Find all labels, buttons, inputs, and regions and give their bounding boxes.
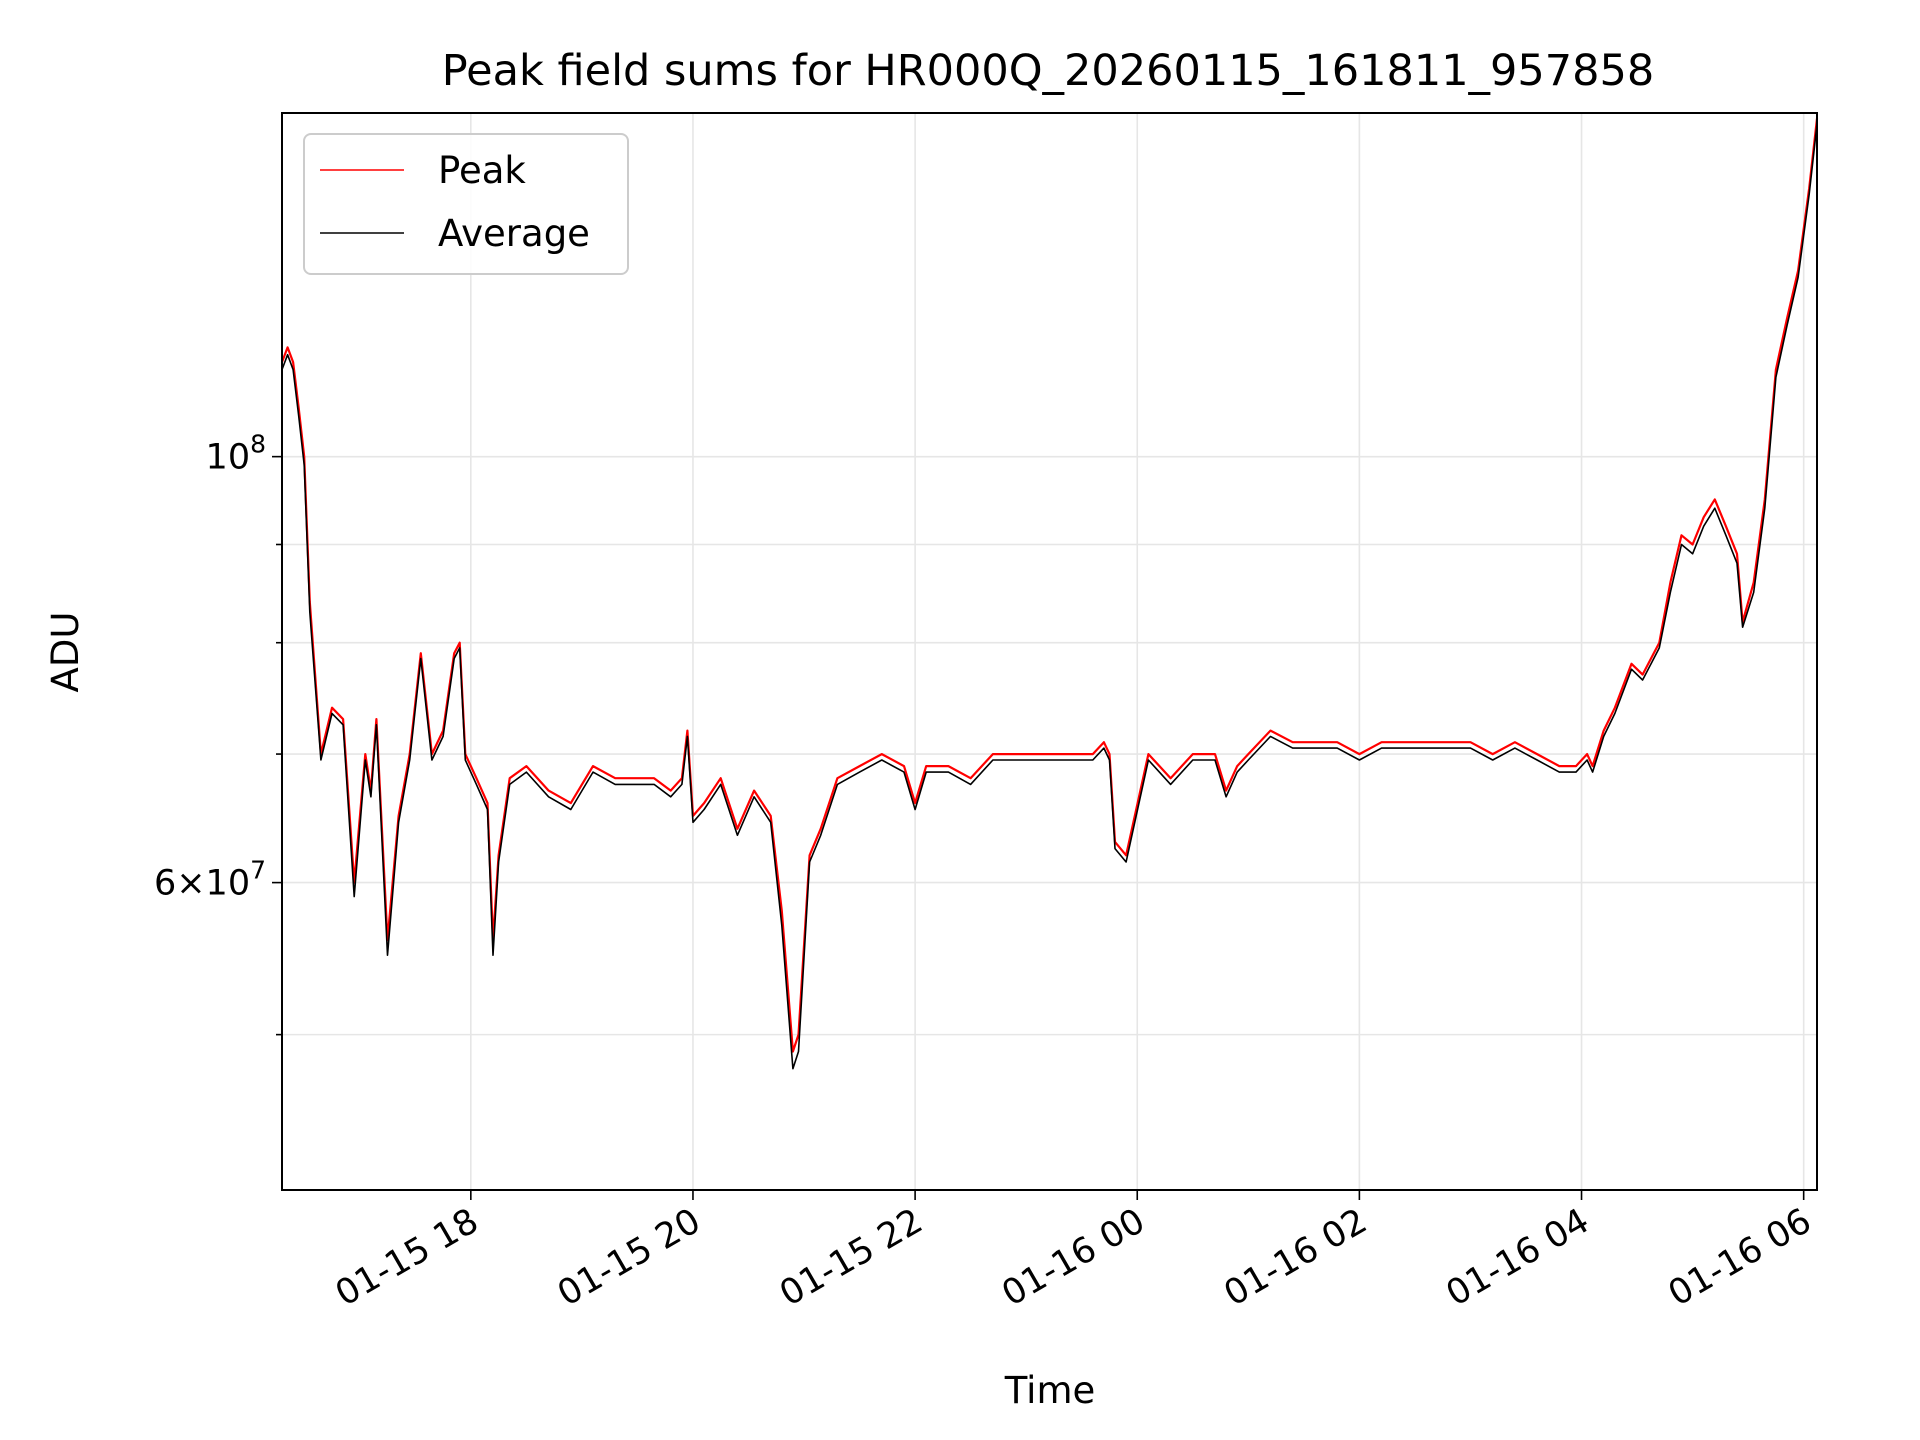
y-tick-label: 6×107: [154, 856, 266, 904]
legend-label-peak: Peak: [438, 149, 526, 192]
y-tick-exponent: 7: [250, 856, 266, 885]
y-tick-base: 10: [206, 864, 251, 904]
y-tick-base: 10: [206, 438, 251, 478]
y-axis-label: ADU: [44, 612, 87, 693]
series-line-peak: [280, 118, 1819, 1053]
series-layer: [280, 118, 1819, 1070]
legend-box: [303, 133, 629, 275]
x-axis-label: Time: [1004, 1369, 1096, 1412]
y-tick-exponent: 8: [250, 430, 266, 459]
legend: Peak Average: [303, 133, 629, 275]
grid: [282, 113, 1817, 1190]
legend-label-average: Average: [438, 212, 590, 255]
y-tick-label: 108: [206, 430, 266, 478]
series-line-average: [281, 124, 1818, 1070]
chart-title: Peak field sums for HR000Q_20260115_1618…: [442, 46, 1654, 96]
plot-frame: [281, 112, 1818, 1191]
y-tick-multiplier: 6×: [154, 864, 206, 904]
